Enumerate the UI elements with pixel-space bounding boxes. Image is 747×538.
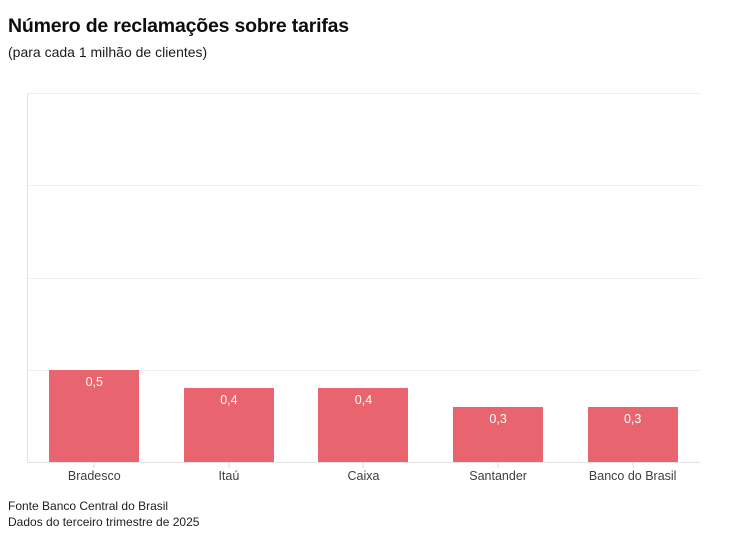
bar-value-label: 0,4	[220, 393, 238, 408]
bar-band: 0,3 Santander	[431, 93, 566, 483]
bar-bradesco[interactable]: 0,5	[49, 369, 140, 462]
x-axis-category-label: Itaú	[218, 469, 240, 483]
bar-band: 0,5 Bradesco	[27, 93, 162, 483]
bar-band: 0,4 Itaú	[162, 93, 297, 483]
page-title: Número de reclamações sobre tarifas	[8, 15, 349, 37]
x-axis-tick	[228, 462, 230, 468]
gridline-0-5	[27, 369, 700, 371]
x-axis-tick	[497, 462, 499, 468]
chart-plot-area: 00,511,52 0,5Bradesco0,4Itaú0,4Caixa0,3S…	[27, 93, 700, 483]
bar-itaú[interactable]: 0,4	[183, 388, 274, 462]
bar-value-label: 0,3	[623, 411, 642, 426]
bar-value-label: 0,5	[85, 374, 103, 389]
gridline-1-5	[27, 185, 700, 187]
x-axis-category-label: Santander	[469, 469, 527, 483]
chart-footer: Fonte Banco Central do Brasil Dados do t…	[8, 498, 728, 530]
footer-period: Dados do terceiro trimestre de 2025	[8, 515, 200, 529]
gridline-1	[27, 277, 700, 279]
x-axis-tick	[632, 462, 634, 468]
gridline-2	[27, 93, 700, 94]
chart-subtitle: (para cada 1 milhão de clientes)	[8, 44, 208, 60]
bar-banco-do-brasil[interactable]: 0,3	[587, 406, 678, 462]
bar-value-label: 0,4	[354, 393, 373, 408]
footer-source: Fonte Banco Central do Brasil	[8, 499, 169, 513]
x-axis-category-label: Bradesco	[67, 469, 121, 483]
x-axis-category-label: Caixa	[347, 469, 380, 483]
bar-value-label: 0,3	[489, 411, 507, 426]
x-axis-category-label: Banco do Brasil	[588, 469, 677, 483]
bar-band: 0,3 Banco do Brasil	[565, 93, 700, 483]
bar-band: 0,4 Caixa	[296, 93, 431, 483]
x-axis-tick	[362, 462, 364, 468]
x-axis-tick	[93, 462, 95, 468]
bar-caixa[interactable]: 0,4	[318, 388, 409, 462]
bar-santander[interactable]: 0,3	[453, 406, 544, 462]
chart-header: Número de reclamações sobre tarifas (par…	[8, 14, 728, 61]
